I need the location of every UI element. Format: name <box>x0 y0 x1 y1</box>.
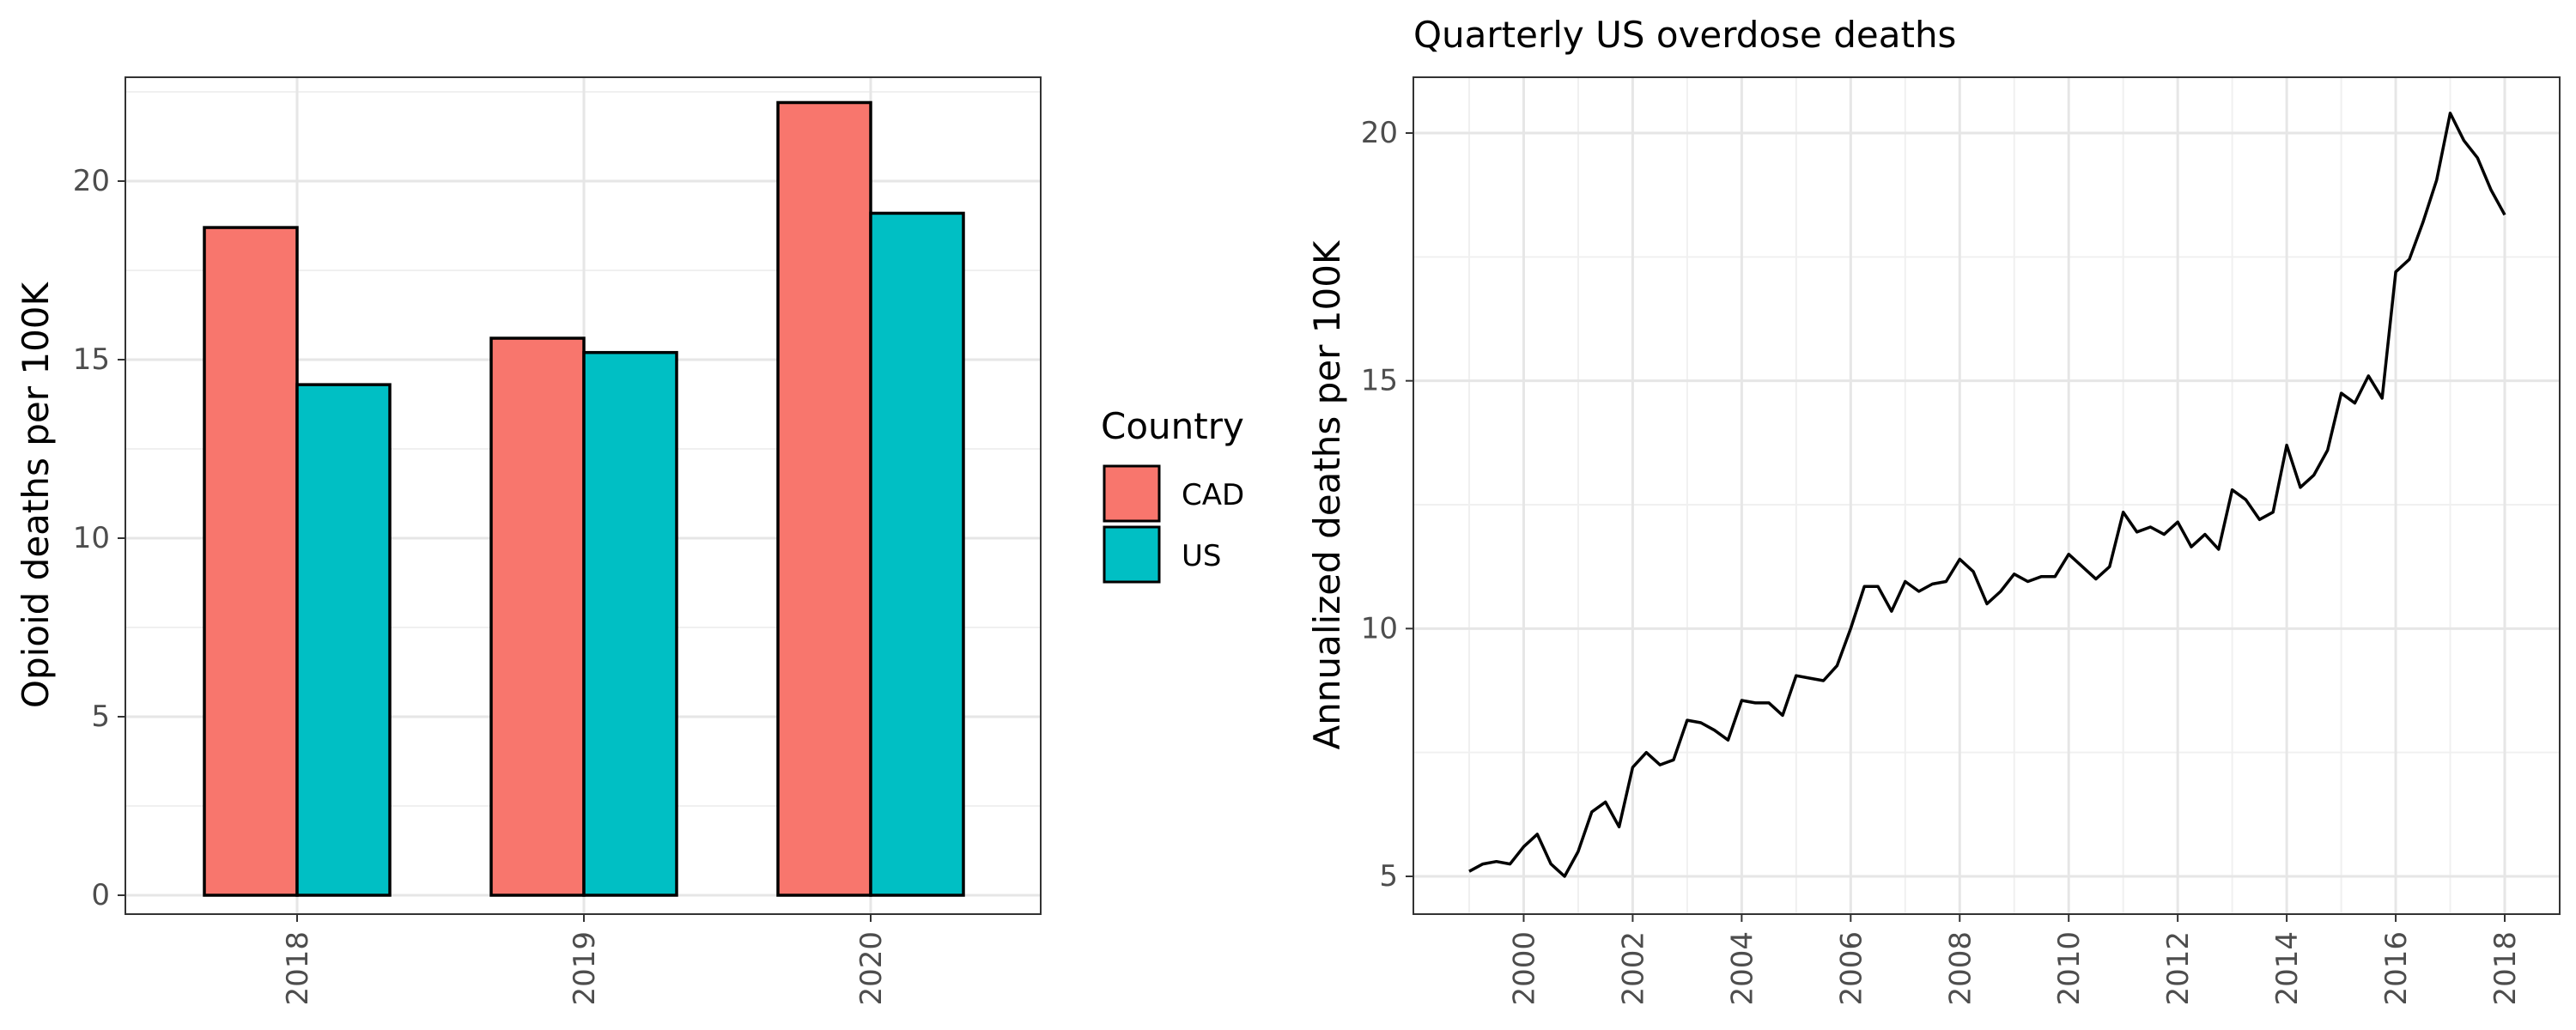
bar-us-2020 <box>869 211 965 897</box>
bar-x-tick-label: 2019 <box>568 931 602 1006</box>
legend-key-cad <box>1103 464 1161 523</box>
bar-cad-2019 <box>489 336 586 897</box>
line-y-tick-label: 5 <box>1379 859 1398 894</box>
line-series-us-overdose-deaths <box>1468 112 2506 878</box>
line-x-tick-label: 2010 <box>2052 931 2087 1006</box>
bar-us-2019 <box>582 350 678 897</box>
line-x-tick-label: 2018 <box>2488 931 2523 1006</box>
line-x-tick-label: 2016 <box>2379 931 2414 1006</box>
legend-title: Country <box>1101 405 1244 447</box>
line-gridlines <box>1413 77 2560 914</box>
line-chart-title: Quarterly US overdose deaths <box>1413 14 1956 56</box>
line-x-axis: 2000 2002 2004 2006 2008 2010 2012 2014 2016 2018 <box>1507 914 2523 1006</box>
line-x-tick-label: 2006 <box>1834 931 1868 1006</box>
line-y-tick-label: 15 <box>1361 364 1398 398</box>
line-x-tick-label: 2008 <box>1943 931 1978 1006</box>
line-x-tick-label: 2002 <box>1616 931 1650 1006</box>
legend: Country CAD US <box>1101 405 1244 584</box>
line-x-tick-label: 2000 <box>1507 931 1541 1006</box>
line-x-tick-label: 2004 <box>1725 931 1759 1006</box>
bar-chart: 0 5 10 15 20 2018 2019 2020 Opioid deaths per … <box>15 76 1042 1006</box>
line-y-axis-label: Annualized deaths per 100K <box>1306 239 1348 749</box>
bar-cad-2018 <box>203 226 299 897</box>
legend-label-cad: CAD <box>1182 478 1244 512</box>
bar-y-axis: 0 5 10 15 20 <box>73 164 125 912</box>
bar-x-axis: 2018 2019 2020 <box>281 914 889 1006</box>
line-y-axis: 5 10 15 20 <box>1361 116 1413 894</box>
bar-y-tick-label: 0 <box>91 878 110 912</box>
bar-x-tick-label: 2020 <box>854 931 889 1006</box>
bar-y-axis-label: Opioid deaths per 100K <box>15 281 57 708</box>
bar-y-tick-label: 15 <box>73 342 110 377</box>
line-x-tick-label: 2014 <box>2270 931 2305 1006</box>
line-y-tick-label: 20 <box>1361 116 1398 150</box>
bar-us-2018 <box>295 383 392 897</box>
bar-cad-2020 <box>776 100 872 897</box>
line-panel-border <box>1413 76 2561 915</box>
legend-label-us: US <box>1182 539 1221 573</box>
bar-marks <box>203 100 965 897</box>
legend-key-us <box>1103 525 1161 584</box>
line-chart: Quarterly US overdose deaths 5 10 15 20 200… <box>1306 14 2561 1006</box>
bar-y-tick-label: 10 <box>73 521 110 555</box>
bar-y-tick-label: 20 <box>73 164 110 198</box>
line-x-tick-label: 2012 <box>2161 931 2196 1006</box>
bar-x-tick-label: 2018 <box>281 931 315 1006</box>
line-y-tick-label: 10 <box>1361 611 1398 645</box>
bar-y-tick-label: 5 <box>91 700 110 734</box>
